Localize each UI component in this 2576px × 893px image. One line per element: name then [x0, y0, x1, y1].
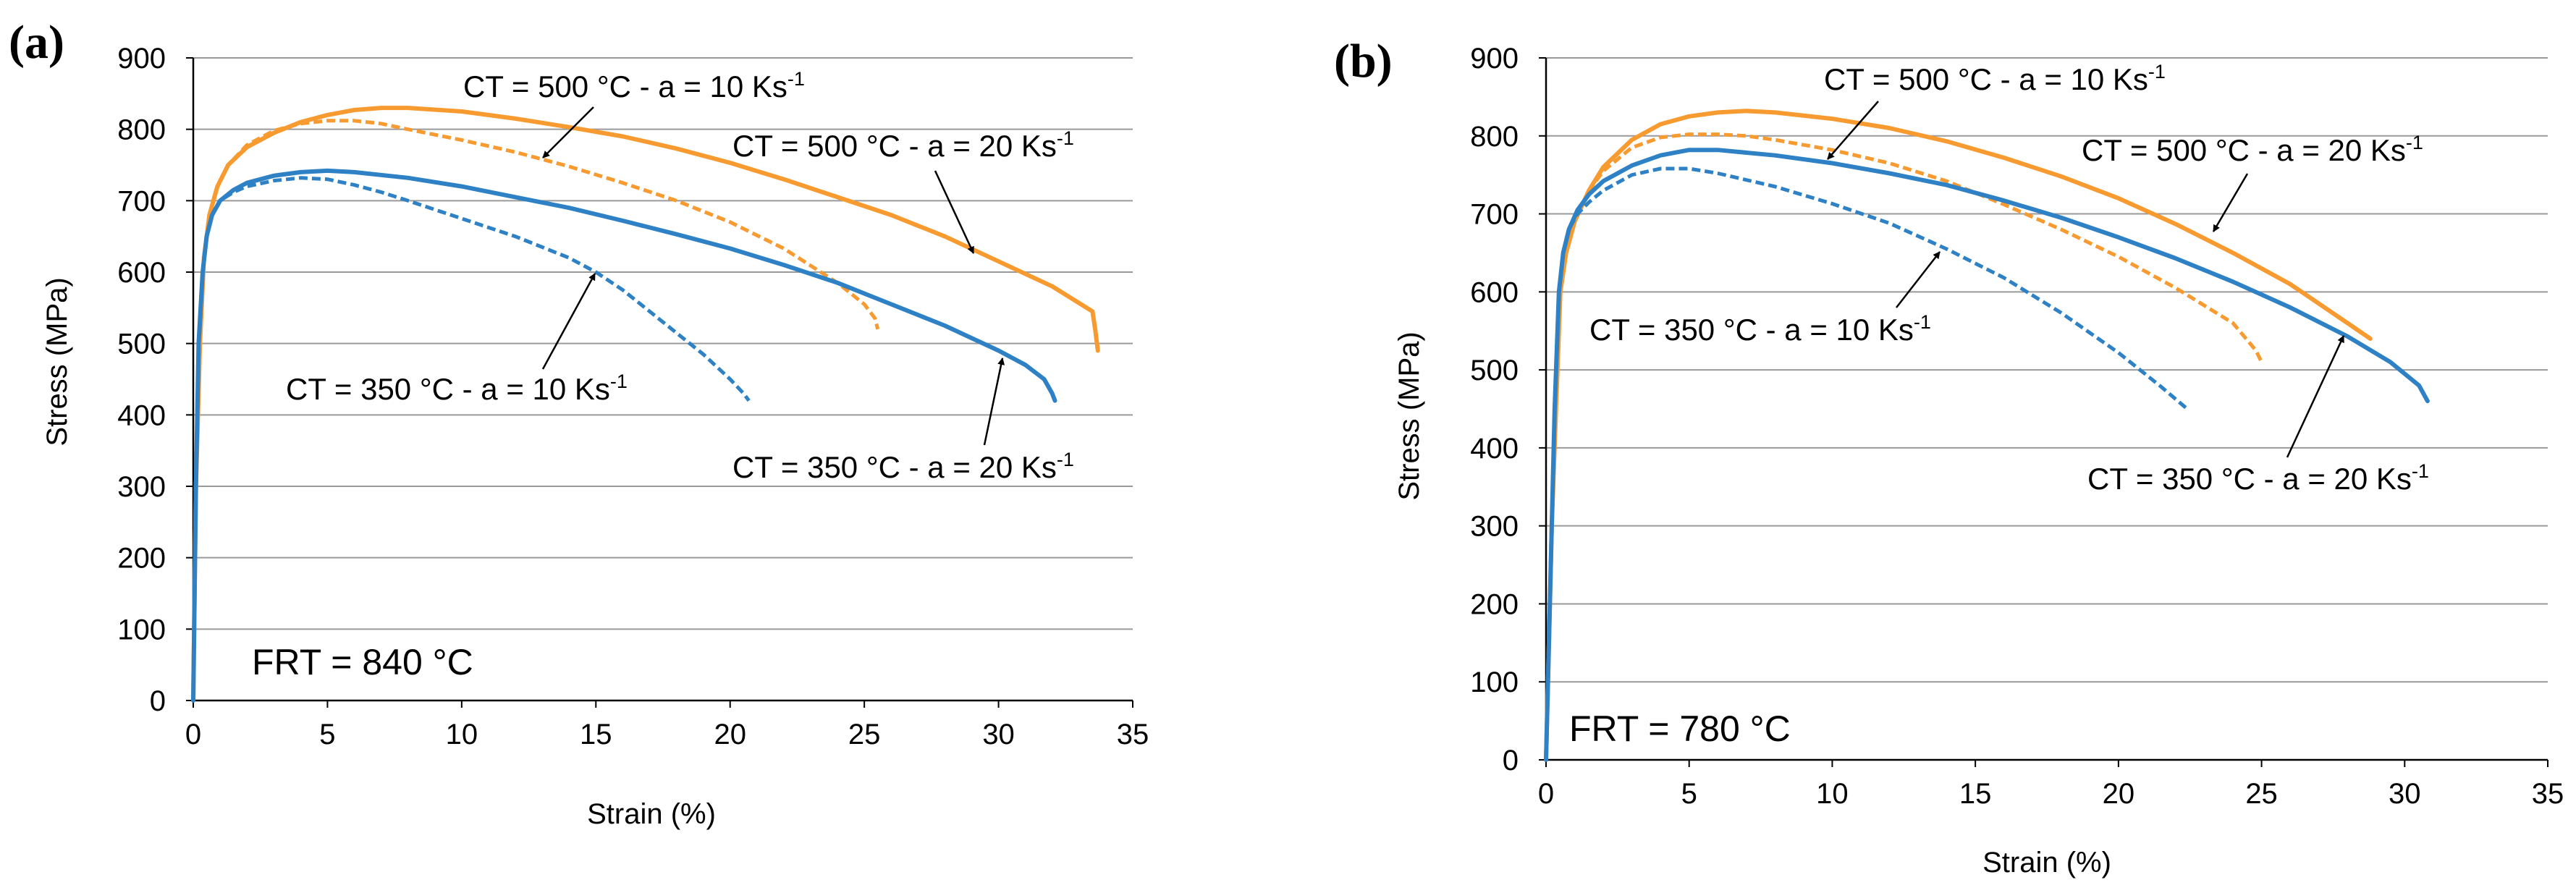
x-tick-label-b-20: 20	[2103, 778, 2135, 810]
annotation-b-500-10: CT = 500 °C - a = 10 Ks-1	[1824, 61, 2166, 96]
x-tick-label-a-20: 20	[714, 719, 746, 750]
x-tick-label-a-10: 10	[446, 719, 478, 750]
y-tick-label-a-0: 0	[150, 685, 166, 717]
y-tick-label-a-100: 100	[117, 614, 166, 646]
ticks-b: 0 100 200 300 400 500 600 700 800 900 0 5 10 15 20 25 30…	[1470, 43, 2564, 810]
y-tick-label-b-600: 600	[1470, 276, 1519, 308]
y-tick-label-b-0: 0	[1503, 745, 1519, 776]
series-a	[191, 106, 1100, 703]
y-tick-label-b-500: 500	[1470, 355, 1519, 386]
y-tick-label-b-700: 700	[1470, 199, 1519, 231]
y-tick-label-b-800: 800	[1470, 121, 1519, 153]
frt-label-b: FRT = 780 °C	[1569, 708, 1791, 749]
ticks-a: 0 100 200 300 400 500 600 700 800 900 0 5 10 15 20 25 30…	[117, 43, 1149, 750]
arrow-b-350-20	[2286, 335, 2345, 458]
series-line-a-ct500-dashed	[191, 119, 880, 701]
y-tick-label-b-400: 400	[1470, 433, 1519, 465]
arrow-b-350-10	[1896, 251, 1941, 308]
x-axis-label-a: Strain (%)	[587, 798, 716, 830]
series-line-b-ct350-dashed	[1544, 166, 2189, 761]
x-tick-label-a-30: 30	[982, 719, 1015, 750]
y-tick-label-b-300: 300	[1470, 511, 1519, 543]
y-tick-label-a-400: 400	[117, 399, 166, 431]
annotation-b-500-20: CT = 500 °C - a = 20 Ks-1	[2082, 132, 2423, 167]
x-tick-label-b-15: 15	[1959, 778, 1992, 810]
y-tick-label-b-900: 900	[1470, 43, 1519, 75]
frt-label-a: FRT = 840 °C	[252, 642, 473, 682]
x-tick-label-b-30: 30	[2389, 778, 2421, 810]
panel-label-a: (a)	[9, 16, 64, 69]
y-tick-label-a-600: 600	[117, 257, 166, 289]
x-tick-label-b-5: 5	[1681, 778, 1697, 810]
x-tick-label-b-10: 10	[1816, 778, 1849, 810]
series-line-b-ct500-dashed	[1544, 132, 2263, 761]
chart-panel-b: (b) 0 100 200 300 400 500 600 700 800 900 0 5 10 15 20…	[1334, 35, 2564, 879]
series-line-a-ct350-solid	[191, 168, 1057, 703]
x-tick-label-a-5: 5	[319, 719, 335, 750]
y-tick-label-a-900: 900	[117, 43, 166, 75]
series-line-a-ct500-solid	[191, 106, 1100, 703]
annotation-a-350-10: CT = 350 °C - a = 10 Ks-1	[286, 371, 628, 406]
panel-label-b: (b)	[1334, 35, 1393, 88]
arrow-a-500-20	[934, 170, 975, 254]
arrow-a-350-20	[983, 357, 1005, 446]
annotation-a-350-20: CT = 350 °C - a = 20 Ks-1	[732, 449, 1074, 484]
series-line-a-ct350-dashed	[191, 176, 751, 701]
y-tick-label-b-100: 100	[1470, 666, 1519, 698]
y-tick-label-b-200: 200	[1470, 588, 1519, 620]
y-axis-label-b: Stress (MPa)	[1393, 331, 1425, 500]
series-line-b-ct500-solid	[1544, 109, 2373, 762]
series-line-b-ct350-solid	[1544, 148, 2430, 762]
grid-a	[193, 57, 1133, 630]
arrow-b-500-20	[2212, 173, 2249, 232]
chart-panel-a: (a) 0 100 200 300 400 500 600 700 800 900 0 5 10 15 20…	[9, 16, 1149, 830]
y-tick-label-a-300: 300	[117, 471, 166, 503]
y-tick-label-a-700: 700	[117, 185, 166, 217]
x-axis-label-b: Strain (%)	[1982, 847, 2111, 879]
annotation-b-350-10: CT = 350 °C - a = 10 Ks-1	[1589, 311, 1931, 347]
axes-b	[1539, 57, 2548, 767]
x-tick-label-a-15: 15	[580, 719, 612, 750]
arrow-b-500-10	[1827, 101, 1879, 160]
series-b	[1544, 109, 2430, 762]
x-tick-label-b-25: 25	[2245, 778, 2278, 810]
annotation-b-350-20: CT = 350 °C - a = 20 Ks-1	[2087, 460, 2429, 496]
y-axis-label-a: Stress (MPa)	[41, 277, 73, 446]
x-tick-label-a-35: 35	[1117, 719, 1149, 750]
arrow-a-350-10	[541, 273, 596, 370]
y-tick-label-a-800: 800	[117, 114, 166, 146]
arrow-a-500-10	[542, 106, 594, 158]
x-tick-label-a-25: 25	[848, 719, 881, 750]
y-tick-label-a-200: 200	[117, 543, 166, 575]
x-tick-label-b-0: 0	[1538, 778, 1554, 810]
x-tick-label-b-35: 35	[2532, 778, 2564, 810]
y-tick-label-a-500: 500	[117, 329, 166, 360]
x-tick-label-a-0: 0	[185, 719, 201, 750]
annotation-a-500-10: CT = 500 °C - a = 10 Ks-1	[463, 68, 805, 103]
annotation-a-500-20: CT = 500 °C - a = 20 Ks-1	[732, 127, 1074, 163]
